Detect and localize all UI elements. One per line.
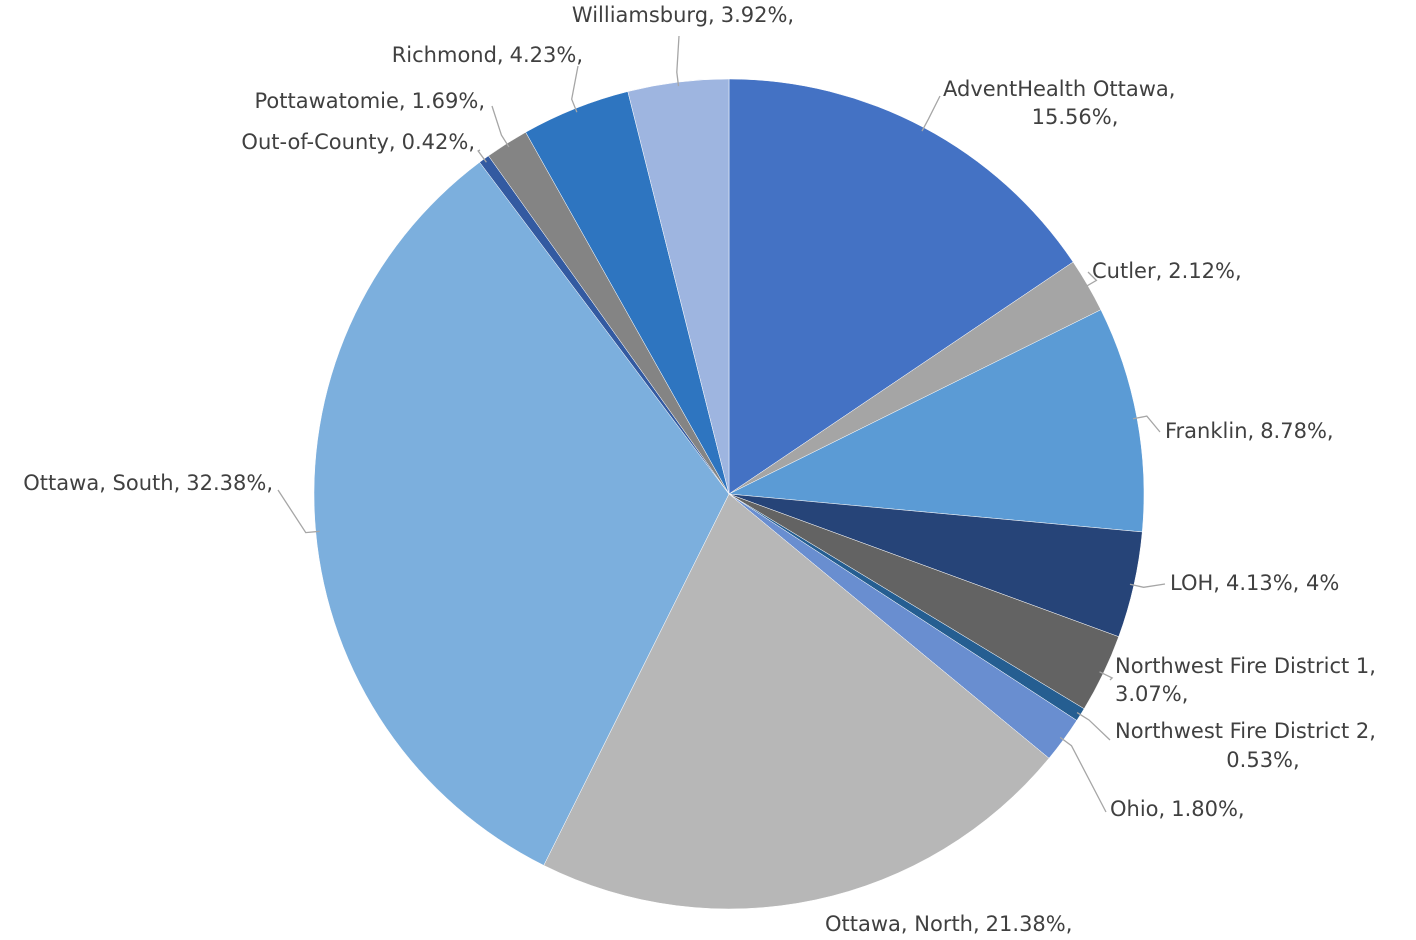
leader-line <box>1076 711 1111 741</box>
category-label: Ohio, <box>1110 797 1165 821</box>
value-label: 8.78%, <box>1260 419 1333 443</box>
leader-line <box>921 95 941 132</box>
leader-line <box>1059 736 1107 813</box>
value-label: 3.92%, <box>721 3 794 27</box>
value-label: 2.12%, <box>1168 259 1241 283</box>
data-label: Williamsburg, 3.92%, <box>572 3 794 27</box>
value-label: 0.42%, <box>402 130 475 154</box>
leader-line <box>491 105 510 148</box>
data-label: Ohio, 1.80%, <box>1110 797 1245 821</box>
category-label: Northwest Fire District 1, <box>1115 654 1376 678</box>
value-label: 3.07%, <box>1115 682 1188 706</box>
value-label: 32.38%, <box>186 471 273 495</box>
data-label: Pottawatomie, 1.69%, <box>254 89 485 113</box>
leader-line <box>1099 671 1114 681</box>
category-label: Northwest Fire District 2, <box>1115 719 1376 743</box>
category-label: Out-of-County, <box>241 130 395 154</box>
value-label: 15.56%, <box>1032 105 1119 129</box>
leader-line <box>571 65 579 113</box>
data-label: Out-of-County, 0.42%, <box>241 130 475 154</box>
value-label: 0.53%, <box>1226 748 1299 772</box>
category-label: AdventHealth Ottawa, <box>943 77 1175 101</box>
leader-line <box>277 489 320 534</box>
category-label: Franklin, <box>1165 419 1254 443</box>
value-label: 4.23%, <box>510 43 583 67</box>
category-label: Ottawa, North, <box>825 912 980 936</box>
category-label: Ottawa, South, <box>23 471 180 495</box>
leader-line <box>1083 271 1098 288</box>
value-label: 4.13%, 4% <box>1226 571 1339 595</box>
data-label: Cutler, 2.12%, <box>1092 259 1242 283</box>
leader-line <box>676 35 680 87</box>
data-label: Ottawa, North, 21.38%, <box>825 912 1072 936</box>
leader-line <box>1129 583 1166 588</box>
leader-line <box>1132 415 1161 433</box>
data-label: Richmond, 4.23%, <box>392 43 583 67</box>
category-label: Williamsburg, <box>572 3 715 27</box>
data-label: Franklin, 8.78%, <box>1165 419 1334 443</box>
data-label: LOH, 4.13%, 4% <box>1170 571 1339 595</box>
category-label: LOH, <box>1170 571 1220 595</box>
leader-line <box>477 149 487 163</box>
value-label: 1.69%, <box>412 89 485 113</box>
value-label: 1.80%, <box>1171 797 1244 821</box>
pie-slice <box>543 493 1050 910</box>
data-label: Ottawa, South, 32.38%, <box>23 471 273 495</box>
category-label: Richmond, <box>392 43 504 67</box>
category-label: Pottawatomie, <box>254 89 405 113</box>
category-label: Cutler, <box>1092 259 1162 283</box>
value-label: 21.38%, <box>986 912 1073 936</box>
